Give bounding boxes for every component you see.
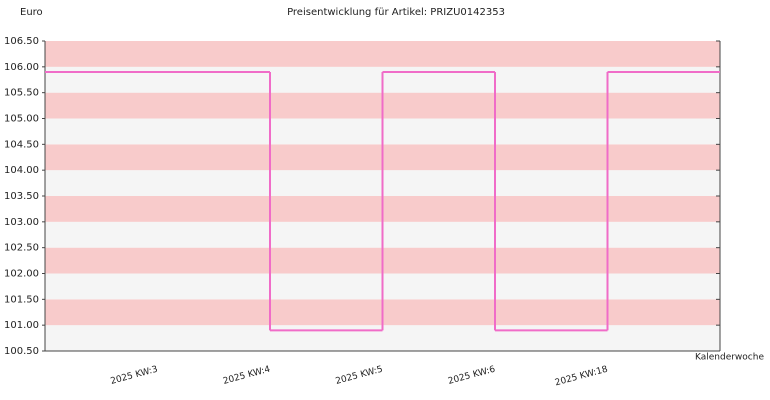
chart-title: Preisentwicklung für Artikel: PRIZU01423… [287,7,505,18]
y-tick-label: 101.50 [4,294,39,305]
y-tick-label: 101.00 [4,320,39,331]
x-tick-label: 2025 KW:4 [222,365,272,387]
x-tick-label: 2025 KW:18 [554,365,609,389]
x-tick-label: 2025 KW:3 [110,365,159,387]
y-tick-label: 105.50 [4,88,39,99]
y-tick-label: 106.00 [4,62,39,73]
y-tick-label: 100.50 [4,346,39,357]
y-tick-label: 103.50 [4,191,39,202]
y-tick-label: 104.00 [4,165,39,176]
y-tick-label: 102.00 [4,269,39,280]
band [45,41,720,67]
y-axis-label: Euro [20,7,43,18]
y-tick-label: 106.50 [4,36,39,47]
y-tick-label: 105.00 [4,114,39,125]
x-tick-label: 2025 KW:6 [447,365,497,387]
y-tick-label: 104.50 [4,139,39,150]
x-tick-label: 2025 KW:5 [335,365,384,387]
y-tick-label: 103.00 [4,217,39,228]
x-axis-label: Kalenderwoche [695,353,764,363]
y-tick-label: 102.50 [4,243,39,254]
